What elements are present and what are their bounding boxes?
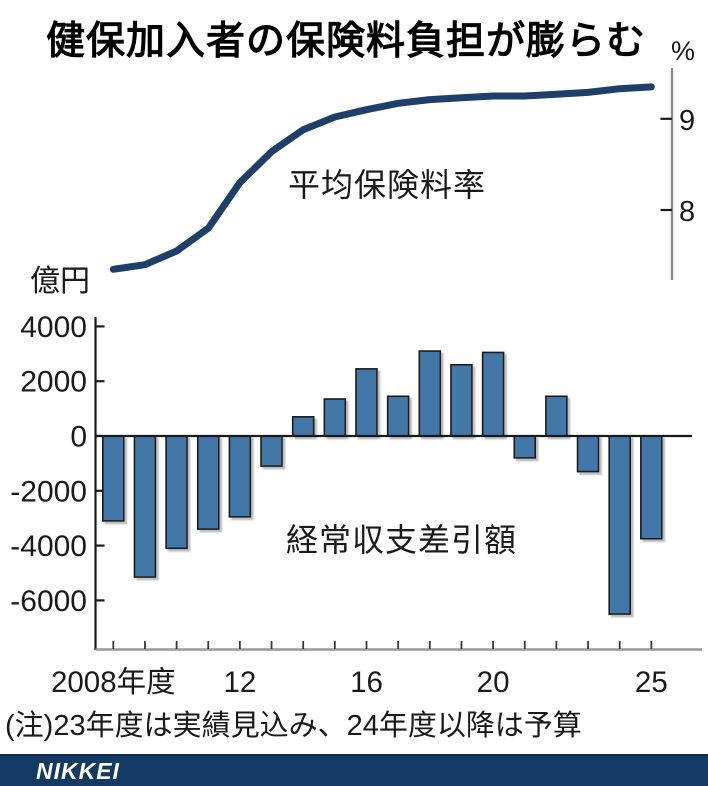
balance-bar bbox=[165, 435, 188, 550]
balance-bar bbox=[576, 435, 600, 473]
balance-axis-tick-label: 4000 bbox=[20, 311, 87, 344]
balance-series-label: 経常収支差引額 bbox=[286, 522, 518, 558]
balance-bar bbox=[450, 363, 473, 437]
brand-footer-bar: NIKKEI bbox=[0, 754, 708, 786]
balance-bar bbox=[545, 395, 568, 437]
balance-bar bbox=[196, 435, 220, 530]
balance-bar bbox=[418, 350, 442, 437]
rate-axis-tick-label: 9 bbox=[679, 105, 695, 137]
nikkei-logo: NIKKEI bbox=[36, 757, 120, 784]
premium-rate-line bbox=[109, 83, 655, 273]
balance-axis-tick-label: -6000 bbox=[10, 585, 87, 618]
x-tick-label: 20 bbox=[477, 666, 510, 699]
balance-bar bbox=[133, 435, 157, 578]
premium-rate-series-label: 平均保険料率 bbox=[288, 167, 487, 203]
footnote: (注)23年度は実績見込み、24年度以降は予算 bbox=[5, 710, 582, 742]
x-tick-label: 2008年度 bbox=[51, 666, 176, 699]
balance-axis-tick-label: 2000 bbox=[20, 366, 87, 399]
yen-unit-label: 億円 bbox=[30, 265, 90, 298]
balance-bar bbox=[386, 395, 410, 437]
x-tick-label: 16 bbox=[350, 666, 383, 699]
balance-bar bbox=[608, 435, 632, 615]
balance-bar bbox=[355, 368, 378, 437]
balance-bar bbox=[640, 435, 663, 540]
balance-axis-tick-label: -2000 bbox=[10, 475, 87, 508]
balance-bar bbox=[481, 351, 505, 437]
percent-unit-label: % bbox=[671, 36, 696, 66]
balance-bar bbox=[228, 435, 252, 518]
balance-bar bbox=[513, 435, 537, 459]
balance-axis-tick-label: -4000 bbox=[10, 530, 87, 563]
balance-bar bbox=[323, 398, 347, 437]
x-tick-label: 25 bbox=[635, 666, 668, 699]
x-tick-label: 12 bbox=[223, 666, 256, 699]
page-title: 健保加入者の保険料負担が膨らむ bbox=[46, 20, 647, 63]
balance-bar bbox=[102, 435, 125, 522]
balance-axis-tick-label: 0 bbox=[70, 421, 87, 454]
balance-bar bbox=[260, 435, 283, 467]
rate-axis-tick-label: 8 bbox=[679, 196, 695, 228]
balance-bar bbox=[291, 416, 315, 437]
